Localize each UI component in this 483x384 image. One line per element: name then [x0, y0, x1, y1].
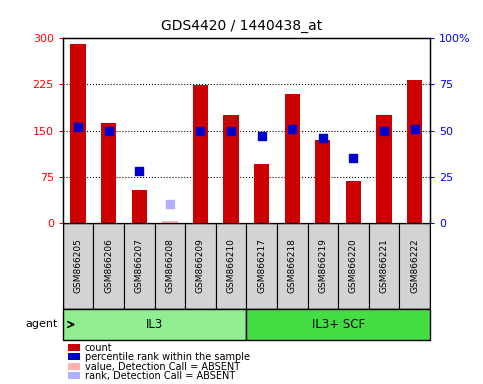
- Bar: [407, 80, 422, 223]
- Bar: [93, 223, 124, 309]
- Text: value, Detection Call = ABSENT: value, Detection Call = ABSENT: [85, 362, 240, 372]
- Text: GSM866218: GSM866218: [288, 238, 297, 293]
- Point: [105, 127, 113, 134]
- Bar: [101, 122, 116, 223]
- Bar: [338, 223, 369, 309]
- Bar: [124, 223, 155, 309]
- Bar: [308, 223, 338, 309]
- Text: GSM866205: GSM866205: [73, 238, 83, 293]
- Text: IL3+ SCF: IL3+ SCF: [312, 318, 365, 331]
- Text: count: count: [85, 343, 112, 353]
- Text: GDS4420 / 1440438_at: GDS4420 / 1440438_at: [161, 19, 322, 33]
- Text: agent: agent: [26, 319, 58, 329]
- Bar: [63, 309, 246, 340]
- Bar: [254, 164, 270, 223]
- Point: [135, 168, 143, 174]
- Point: [350, 155, 357, 161]
- Text: GSM866217: GSM866217: [257, 238, 266, 293]
- Bar: [369, 223, 399, 309]
- Text: GSM866221: GSM866221: [380, 238, 388, 293]
- Bar: [223, 115, 239, 223]
- Bar: [71, 44, 86, 223]
- Point: [197, 127, 204, 134]
- Point: [411, 126, 418, 132]
- Bar: [63, 223, 93, 309]
- Bar: [193, 85, 208, 223]
- Text: GSM866220: GSM866220: [349, 238, 358, 293]
- Bar: [131, 190, 147, 223]
- Text: percentile rank within the sample: percentile rank within the sample: [85, 352, 250, 362]
- Bar: [162, 221, 177, 223]
- Bar: [284, 94, 300, 223]
- Bar: [376, 115, 392, 223]
- Bar: [185, 223, 216, 309]
- Bar: [277, 223, 308, 309]
- Bar: [315, 140, 330, 223]
- Text: IL3: IL3: [146, 318, 163, 331]
- Point: [380, 127, 388, 134]
- Text: GSM866210: GSM866210: [227, 238, 236, 293]
- Text: GSM866206: GSM866206: [104, 238, 113, 293]
- Bar: [346, 181, 361, 223]
- Point: [227, 127, 235, 134]
- Text: GSM866207: GSM866207: [135, 238, 144, 293]
- Point: [258, 133, 266, 139]
- Text: GSM866208: GSM866208: [165, 238, 174, 293]
- Text: GSM866209: GSM866209: [196, 238, 205, 293]
- Point: [288, 126, 296, 132]
- Bar: [246, 223, 277, 309]
- Point: [74, 124, 82, 130]
- Bar: [155, 223, 185, 309]
- Bar: [399, 223, 430, 309]
- Text: GSM866219: GSM866219: [318, 238, 327, 293]
- Bar: [216, 223, 246, 309]
- Text: GSM866222: GSM866222: [410, 238, 419, 293]
- Point: [319, 135, 327, 141]
- Bar: [246, 309, 430, 340]
- Text: rank, Detection Call = ABSENT: rank, Detection Call = ABSENT: [85, 371, 235, 381]
- Point: [166, 201, 174, 207]
